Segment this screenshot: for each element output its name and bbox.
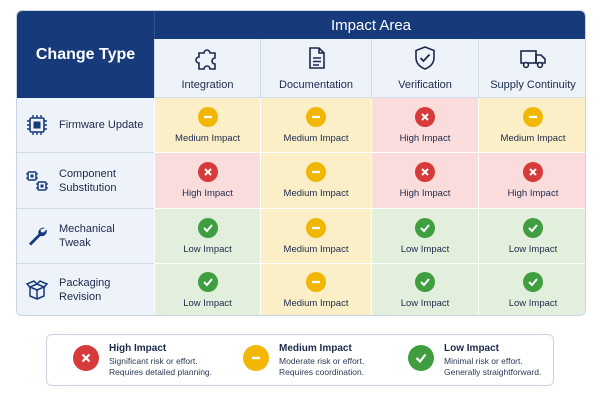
legend-title: High Impact: [109, 342, 167, 354]
legend-description: Requires coordination.: [279, 366, 365, 377]
row-header-packaging-revision: Packaging Revision: [17, 264, 154, 315]
truck-icon: [520, 50, 546, 69]
matrix-cell: Low Impact: [371, 264, 478, 315]
legend-item-medium: Medium Impact Moderate risk or effort. R…: [243, 343, 408, 378]
document-icon: [309, 47, 325, 69]
puzzle-icon: [194, 49, 216, 70]
matrix-cell: High Impact: [371, 153, 478, 209]
low-impact-icon: [197, 271, 218, 292]
high-impact-icon: [73, 344, 99, 371]
cell-label: High Impact: [182, 188, 233, 199]
row-header-firmware-update: Firmware Update: [17, 98, 154, 153]
low-impact-icon: [408, 344, 434, 371]
matrix-cell: Low Impact: [478, 264, 585, 315]
column-label: Documentation: [279, 79, 353, 91]
low-impact-icon: [197, 217, 218, 238]
wrench-icon: [29, 227, 47, 246]
cell-label: Medium Impact: [175, 132, 240, 144]
cell-label: Medium Impact: [283, 243, 349, 255]
medium-impact-icon: [306, 106, 326, 127]
cell-label: High Impact: [507, 188, 559, 199]
column-header-supply-continuity: Supply Continuity: [478, 39, 585, 98]
row-label: Mechanical Tweak: [59, 223, 115, 249]
cell-label: High Impact: [399, 188, 451, 199]
cell-label: High Impact: [399, 132, 451, 144]
matrix-cell: Medium Impact: [260, 98, 371, 153]
low-impact-icon: [415, 271, 435, 292]
medium-impact-icon: [306, 271, 326, 292]
legend-description: Minimal risk or effort.: [444, 355, 523, 366]
cell-label: Medium Impact: [283, 132, 349, 144]
cell-label: Low Impact: [400, 243, 450, 255]
box-icon: [25, 280, 49, 300]
cell-label: Low Impact: [183, 297, 232, 309]
high-impact-icon: [415, 106, 435, 127]
column-label: Verification: [398, 79, 452, 91]
matrix-cell: Medium Impact: [260, 264, 371, 315]
matrix-cell: Medium Impact: [154, 98, 260, 153]
impact-area-header: Impact Area: [154, 11, 585, 39]
matrix-cell: High Impact: [371, 98, 478, 153]
matrix-cell: Low Impact: [478, 209, 585, 264]
legend-description: Moderate risk or effort.: [279, 355, 365, 366]
column-label: Integration: [181, 79, 234, 91]
legend-description: Requires detailed planning.: [109, 366, 213, 377]
legend-title: Low Impact: [444, 342, 500, 354]
high-impact-icon: [523, 162, 543, 182]
matrix-cell: Low Impact: [154, 264, 260, 315]
matrix-cell: Low Impact: [154, 209, 260, 264]
low-impact-icon: [523, 271, 543, 292]
legend-description: Significant risk or effort.: [109, 355, 198, 366]
matrix-cell: Low Impact: [371, 209, 478, 264]
high-impact-icon: [415, 162, 435, 182]
column-header-verification: Verification: [371, 39, 478, 98]
row-label: Packaging Revision: [59, 277, 111, 303]
high-impact-icon: [197, 162, 218, 182]
chip-icon: [27, 115, 47, 135]
legend-item-low: Low Impact Minimal risk or effort. Gener…: [408, 343, 548, 378]
cell-label: Low Impact: [183, 243, 232, 255]
change-type-header: Change Type: [17, 11, 154, 98]
matrix-cell: Medium Impact: [260, 209, 371, 264]
row-header-component-substitution: Component Substitution: [17, 153, 154, 209]
shield-check-icon: [415, 46, 435, 70]
low-impact-icon: [415, 217, 435, 238]
medium-impact-icon: [306, 162, 326, 182]
legend-item-high: High Impact Significant risk or effort. …: [73, 343, 243, 378]
medium-impact-icon: [306, 217, 326, 238]
legend-title: Medium Impact: [279, 342, 352, 354]
column-label: Supply Continuity: [490, 79, 576, 91]
matrix-cell: High Impact: [154, 153, 260, 209]
cell-label: Medium Impact: [283, 188, 349, 199]
low-impact-icon: [523, 217, 543, 238]
cell-label: Medium Impact: [283, 297, 349, 309]
cell-label: Low Impact: [508, 297, 558, 309]
matrix-cell: Medium Impact: [260, 153, 371, 209]
components-icon: [26, 170, 48, 191]
cell-label: Medium Impact: [500, 132, 566, 144]
column-header-integration: Integration: [154, 39, 260, 98]
row-label: Firmware Update: [59, 119, 144, 131]
matrix-cell: High Impact: [478, 153, 585, 209]
matrix-cell: Medium Impact: [478, 98, 585, 153]
legend: High Impact Significant risk or effort. …: [46, 334, 554, 386]
legend-description: Generally straightforward.: [444, 366, 542, 377]
row-header-mechanical-tweak: Mechanical Tweak: [17, 209, 154, 264]
medium-impact-icon: [197, 106, 218, 127]
row-label: Component Substitution: [59, 167, 117, 194]
column-header-documentation: Documentation: [260, 39, 371, 98]
cell-label: Low Impact: [400, 297, 450, 309]
cell-label: Low Impact: [508, 243, 558, 255]
impact-matrix: Change Type Impact Area Integration Docu…: [16, 10, 586, 316]
medium-impact-icon: [243, 344, 269, 371]
medium-impact-icon: [523, 106, 543, 127]
